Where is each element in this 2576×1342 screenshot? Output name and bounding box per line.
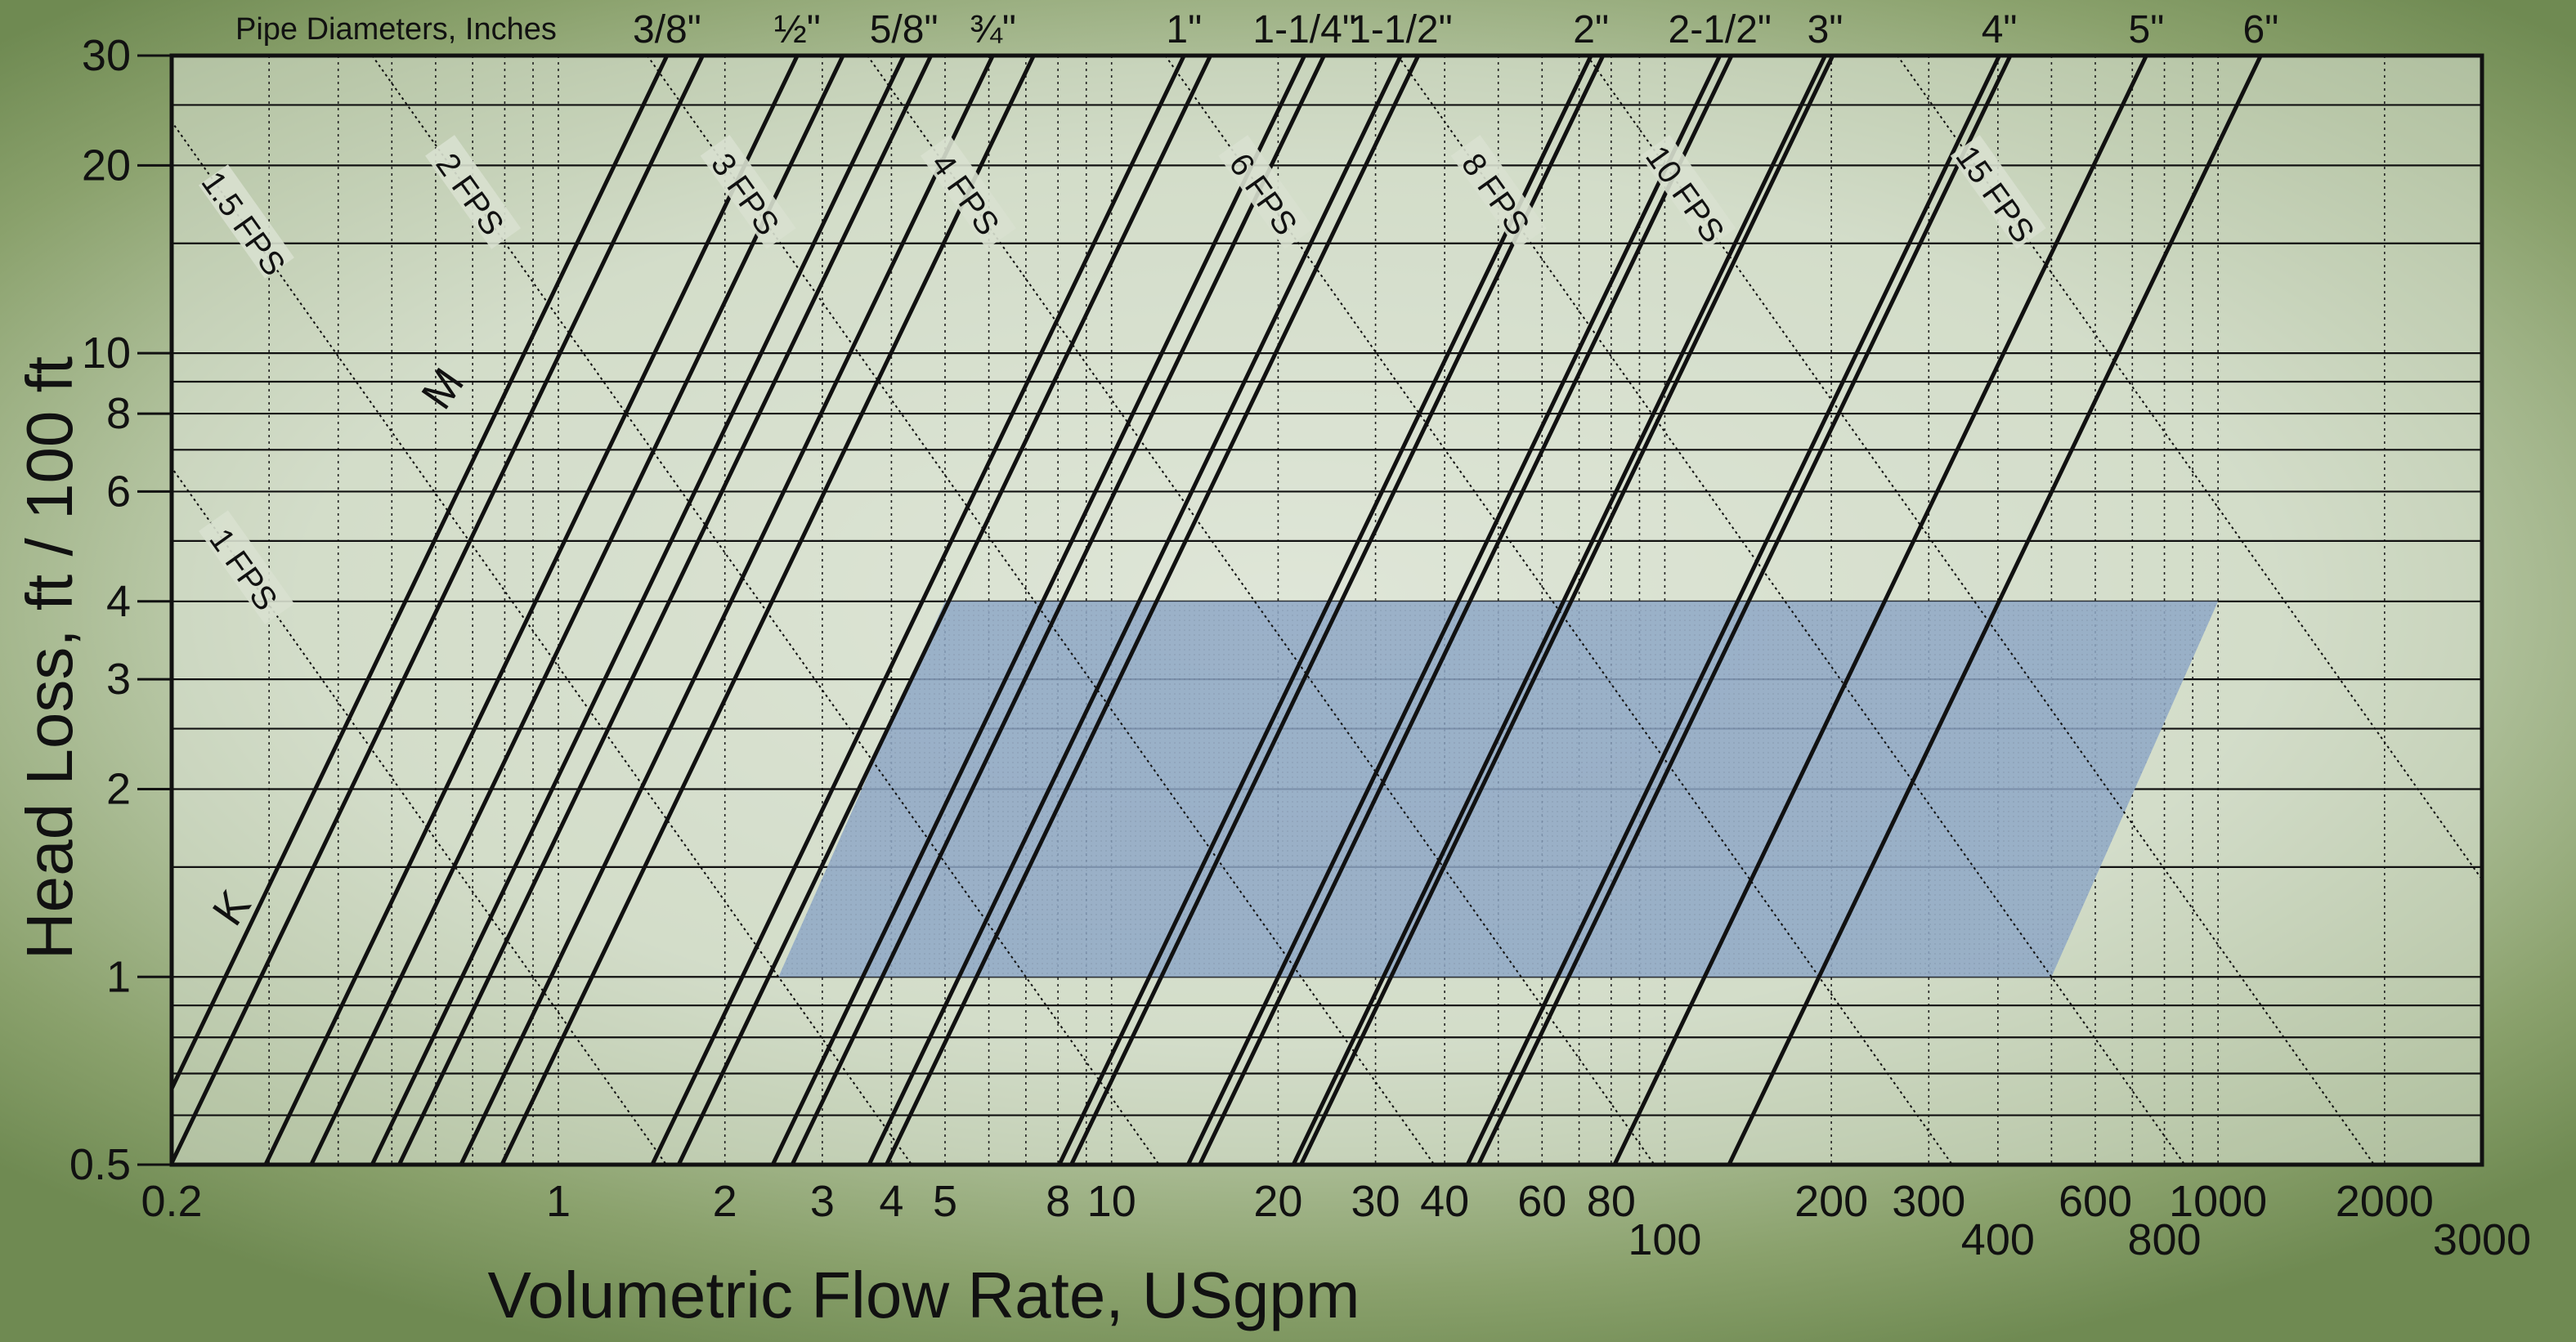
pipe-line	[1299, 56, 1835, 1165]
velocity-line	[1164, 56, 1953, 1165]
x-tick-label: 30	[1351, 1177, 1400, 1226]
x-tick-label: 5	[933, 1177, 957, 1226]
y-tick-label: 8	[106, 389, 131, 438]
pipe-diameter-label: 6"	[2243, 8, 2279, 51]
velocity-line	[371, 56, 1160, 1165]
x-tick-label: 400	[1961, 1215, 2035, 1264]
pipe-line	[1057, 56, 1593, 1165]
pipe-line	[1612, 56, 2148, 1165]
x-tick-label: 3	[810, 1177, 835, 1226]
pipe-line	[1727, 56, 2263, 1165]
y-tick-label: 2	[106, 765, 131, 814]
pipe-diameter-label: ¾"	[970, 8, 1016, 51]
x-tick-label: 300	[1892, 1177, 1965, 1226]
pipe-diameter-label: 3"	[1808, 8, 1844, 51]
y-tick-label: 4	[106, 577, 131, 626]
y-tick-label: 30	[82, 31, 131, 80]
shaded-design-region	[778, 601, 2219, 977]
y-tick-label: 10	[82, 329, 131, 378]
x-tick-label: 1	[546, 1177, 571, 1226]
pipe-line	[309, 56, 845, 1165]
x-tick-label: 0.2	[141, 1177, 202, 1226]
pipe-diameter-label: 5/8"	[870, 8, 939, 51]
pipe-line	[790, 56, 1326, 1165]
x-tick-label: 2000	[2336, 1177, 2434, 1226]
y-tick-label: 1	[106, 952, 131, 1001]
velocity-line	[646, 56, 1436, 1165]
pipe-line	[650, 56, 1186, 1165]
pipe-line	[1476, 56, 2013, 1165]
pipe-diameter-label: 1-1/2"	[1349, 8, 1452, 51]
y-tick-label: 20	[82, 141, 131, 190]
y-axis-label: Head Loss, ft / 100 ft	[13, 356, 86, 960]
pipe-line	[172, 56, 670, 1094]
pipe-line	[263, 56, 800, 1165]
pipe-diameter-label: 3/8"	[633, 8, 701, 51]
x-tick-label: 3000	[2433, 1215, 2531, 1264]
pipe-diameter-label: ½"	[774, 8, 821, 51]
x-tick-label: 80	[1587, 1177, 1636, 1226]
x-tick-label: 10	[1087, 1177, 1136, 1226]
pipe-line	[770, 56, 1306, 1165]
pipe-diameter-label: 1"	[1166, 8, 1202, 51]
x-tick-label: 800	[2127, 1215, 2201, 1264]
pipe-line	[676, 56, 1212, 1165]
x-tick-label: 40	[1420, 1177, 1469, 1226]
pipe-diameter-label: 2-1/2"	[1669, 8, 1772, 51]
velocity-label-bg	[1950, 135, 2046, 249]
velocity-label-bg	[1450, 135, 1547, 249]
velocity-label-bg	[700, 135, 796, 249]
pipe-line	[885, 56, 1421, 1165]
pipe-line	[1465, 56, 2001, 1165]
velocity-label-bg	[198, 164, 294, 279]
x-tick-label: 1000	[2169, 1177, 2267, 1226]
velocity-label-bg	[920, 135, 1016, 249]
x-tick-label: 4	[879, 1177, 903, 1226]
pipe-line	[1198, 56, 1734, 1165]
velocity-label-bg	[1640, 135, 1736, 249]
velocity-line	[172, 120, 913, 1165]
pipe-diameter-label: 1-1/4"	[1252, 8, 1355, 51]
pipe-line	[867, 56, 1403, 1165]
y-tick-label: 6	[106, 467, 131, 516]
y-tick-label: 0.5	[69, 1140, 131, 1189]
velocity-line	[172, 466, 667, 1165]
velocity-label-bg	[198, 510, 294, 624]
x-tick-label: 20	[1253, 1177, 1302, 1226]
pipe-diameter-label: 5"	[2129, 8, 2165, 51]
pipe-line	[500, 56, 1036, 1165]
x-tick-label: 60	[1517, 1177, 1566, 1226]
velocity-line	[1396, 56, 2186, 1165]
chart-title: Pipe Diameters, Inches	[235, 12, 557, 47]
pipe-line	[370, 56, 906, 1165]
x-tick-label: 200	[1794, 1177, 1868, 1226]
x-tick-label: 600	[2059, 1177, 2132, 1226]
x-axis-label: Volumetric Flow Rate, USgpm	[487, 1259, 1360, 1331]
pipe-line	[459, 56, 995, 1165]
pipe-line	[1291, 56, 1827, 1165]
pipe-diameter-label: 4"	[1982, 8, 2018, 51]
pipe-diameter-label: 2"	[1573, 8, 1609, 51]
x-tick-label: 100	[1628, 1215, 1701, 1264]
x-tick-label: 2	[713, 1177, 737, 1226]
y-tick-label: 3	[106, 655, 131, 704]
velocity-label-bg	[425, 135, 522, 249]
x-tick-label: 8	[1046, 1177, 1070, 1226]
velocity-label-bg	[1218, 135, 1315, 249]
pipe-line	[397, 56, 934, 1165]
velocity-line	[1586, 56, 2375, 1165]
velocity-line	[867, 56, 1655, 1165]
pipe-line	[172, 56, 705, 1165]
pipe-line	[1186, 56, 1722, 1165]
plot-frame	[169, 53, 2484, 1167]
